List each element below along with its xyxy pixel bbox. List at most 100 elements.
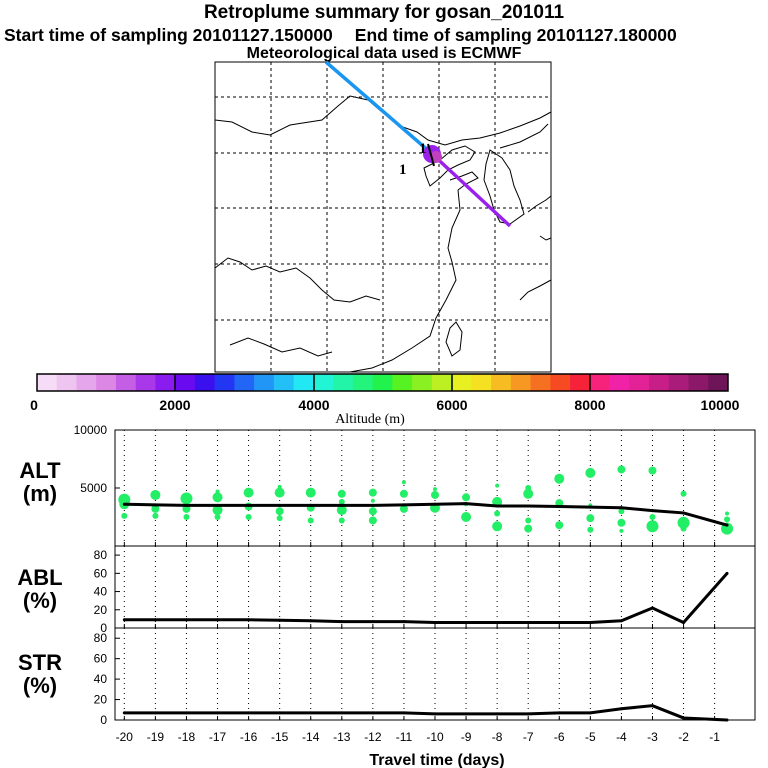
end-time: End time of sampling 20101127.180000 bbox=[354, 25, 677, 45]
x-tick-label: -16 bbox=[240, 730, 258, 744]
scatter-point bbox=[399, 504, 408, 513]
colorbar-swatch bbox=[234, 374, 255, 391]
scatter-point bbox=[338, 517, 345, 524]
scatter-point bbox=[399, 489, 408, 498]
series-point bbox=[495, 504, 499, 508]
y-tick-label: 80 bbox=[94, 631, 108, 645]
colorbar-swatch bbox=[431, 374, 453, 391]
x-tick-label: -18 bbox=[178, 730, 196, 744]
series-point bbox=[247, 711, 251, 715]
series-point bbox=[278, 618, 282, 622]
series-point bbox=[278, 711, 282, 715]
scatter-point bbox=[368, 488, 377, 497]
series-point bbox=[309, 619, 313, 623]
series-point bbox=[433, 502, 437, 506]
scatter-point bbox=[151, 504, 160, 513]
series-point bbox=[122, 618, 126, 622]
scatter-point bbox=[555, 521, 564, 530]
series-point bbox=[371, 711, 375, 715]
scatter-point bbox=[523, 488, 534, 499]
release-marker-line bbox=[427, 143, 435, 167]
series-point bbox=[619, 619, 623, 623]
scatter-point bbox=[586, 514, 595, 523]
series-point bbox=[650, 704, 654, 708]
colorbar-swatch bbox=[155, 374, 176, 391]
colorbar-frame bbox=[36, 373, 729, 392]
y-tick-label: 80 bbox=[94, 548, 108, 562]
scatter-point bbox=[431, 490, 439, 499]
scatter-point bbox=[525, 517, 532, 524]
scatter-point bbox=[243, 487, 254, 498]
scatter-point bbox=[492, 521, 503, 532]
colorbar-swatch bbox=[609, 374, 630, 391]
colorbar-tick: 10000 bbox=[701, 397, 740, 413]
alt-panel: 5000 10000 bbox=[74, 423, 734, 546]
scatter-point bbox=[401, 480, 406, 485]
series-point bbox=[433, 712, 437, 716]
alt-panel-ylabel: ALT bbox=[19, 458, 61, 483]
colorbar-swatch bbox=[510, 374, 532, 391]
colorbar-swatch bbox=[135, 374, 156, 391]
scatter-point bbox=[215, 489, 220, 494]
colorbar-tick: 0 bbox=[30, 397, 38, 413]
series-point bbox=[725, 718, 729, 722]
scatter-point bbox=[336, 505, 347, 516]
map-marker-label: 1 bbox=[399, 162, 407, 178]
scatter-point bbox=[152, 512, 159, 519]
scatter-point bbox=[337, 489, 346, 498]
series-point bbox=[340, 711, 344, 715]
scatter-point bbox=[305, 487, 316, 498]
x-tick-label: -8 bbox=[492, 730, 503, 744]
colorbar-swatch bbox=[668, 374, 690, 391]
series-point bbox=[184, 618, 188, 622]
series-point bbox=[122, 502, 126, 506]
y-tick-label: 60 bbox=[94, 652, 108, 666]
scatter-point bbox=[245, 514, 252, 520]
colorbar bbox=[37, 374, 729, 391]
abl-panel: 0 20 40 60 80 bbox=[94, 546, 729, 635]
colorbar-swatch bbox=[175, 374, 196, 391]
scatter-point bbox=[617, 518, 626, 527]
scatter-point bbox=[121, 512, 128, 519]
series-point bbox=[588, 621, 592, 625]
y-tick-label: 40 bbox=[94, 585, 108, 599]
sampling-times: Start time of sampling 20101127.150000 En… bbox=[4, 25, 677, 46]
series-point bbox=[526, 712, 530, 716]
trajectory-purple bbox=[428, 150, 512, 228]
map-graticule bbox=[215, 62, 551, 372]
x-tick-label: -5 bbox=[585, 730, 596, 744]
scatter-point bbox=[307, 517, 314, 524]
start-time: Start time of sampling 20101127.150000 bbox=[4, 25, 333, 45]
colorbar-swatch bbox=[392, 374, 413, 391]
series-point bbox=[557, 505, 561, 509]
chart-title: Retroplume summary for gosan_201011 bbox=[203, 2, 565, 23]
alt-panel-ylabel-unit: (m) bbox=[23, 481, 57, 506]
colorbar-dividers bbox=[174, 374, 591, 391]
x-tick-label: -10 bbox=[426, 730, 444, 744]
scatter-point bbox=[368, 516, 377, 525]
series-point bbox=[402, 620, 406, 624]
colorbar-swatch bbox=[649, 374, 670, 391]
scatter-point bbox=[646, 520, 659, 533]
scatter-point bbox=[494, 510, 501, 517]
scatter-point bbox=[677, 516, 690, 529]
series-point bbox=[650, 509, 654, 513]
series-point bbox=[464, 621, 468, 625]
scatter-point bbox=[461, 512, 472, 522]
series-point bbox=[495, 621, 499, 625]
series-point bbox=[402, 711, 406, 715]
series-point bbox=[464, 502, 468, 506]
scatter-point bbox=[585, 467, 596, 478]
scatter-point bbox=[183, 514, 190, 520]
colorbar-swatch bbox=[254, 374, 275, 391]
colorbar-swatch bbox=[629, 374, 650, 391]
scatter-point bbox=[680, 525, 687, 532]
map-marker-label: 1 bbox=[419, 141, 427, 157]
series-point bbox=[433, 621, 437, 625]
scatter-point bbox=[150, 489, 161, 500]
scatter-point bbox=[275, 507, 284, 516]
series-point bbox=[526, 621, 530, 625]
x-tick-label: -2 bbox=[678, 730, 689, 744]
